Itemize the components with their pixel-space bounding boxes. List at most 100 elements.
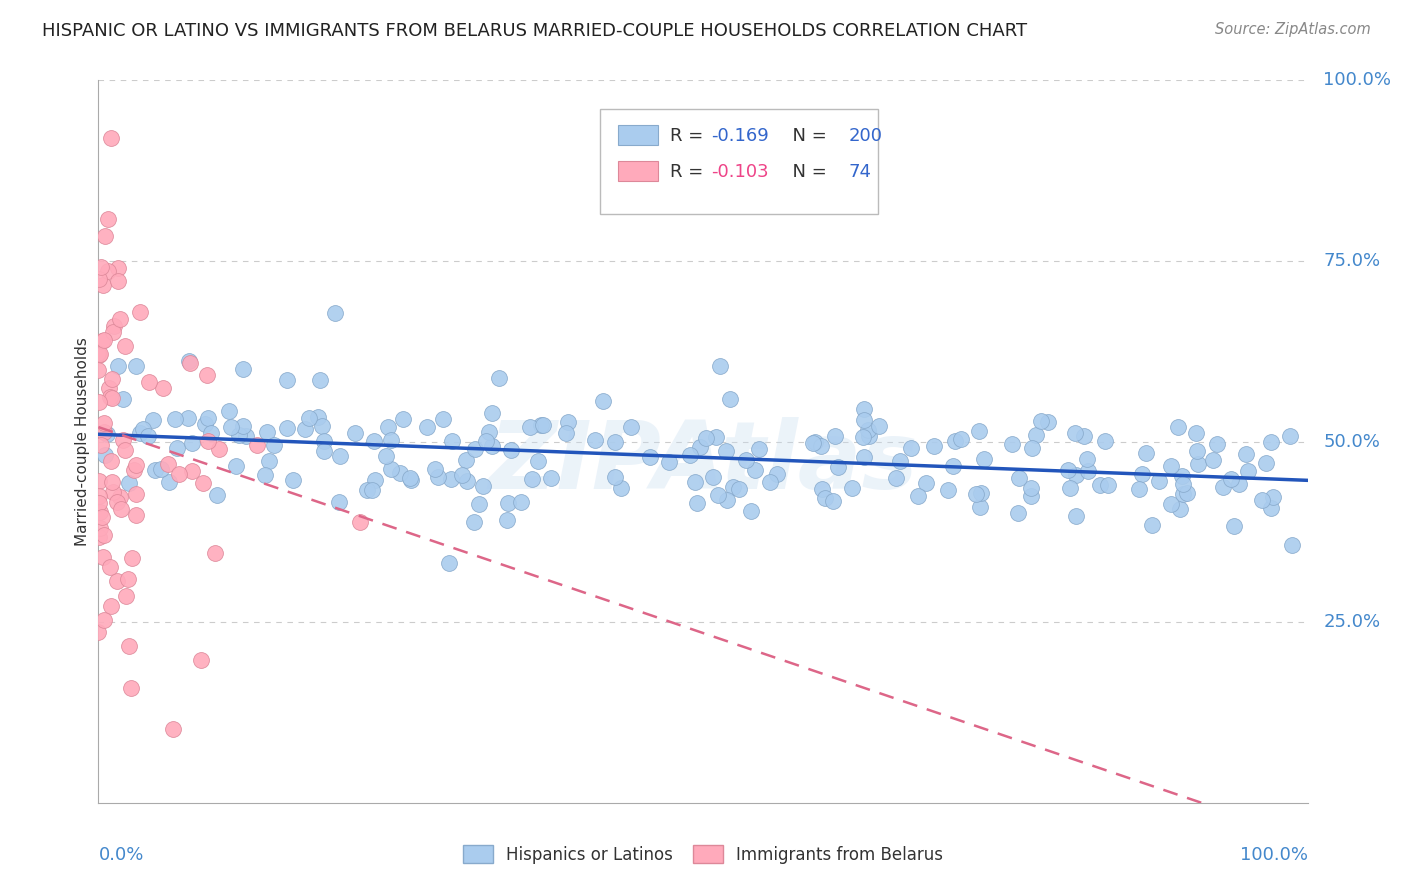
Point — [868, 418, 890, 433]
Point — [180, 464, 202, 478]
Point — [90, 438, 112, 452]
Point — [1173, 487, 1195, 501]
Point — [129, 426, 152, 441]
Point — [1036, 415, 1059, 429]
Point — [93, 416, 115, 430]
Point — [889, 454, 911, 468]
Point — [1090, 477, 1112, 491]
Point — [858, 429, 880, 443]
Point — [100, 454, 122, 468]
Point — [1160, 497, 1182, 511]
Point — [685, 475, 707, 489]
Point — [973, 452, 995, 467]
Point — [735, 453, 758, 467]
Point — [609, 481, 631, 495]
Point — [363, 434, 385, 448]
Point — [1063, 425, 1085, 440]
Point — [138, 376, 160, 390]
Point — [520, 472, 543, 486]
Point — [1187, 457, 1209, 471]
Point — [200, 426, 222, 441]
Text: N =: N = — [782, 127, 832, 145]
Point — [638, 450, 661, 465]
Point — [98, 390, 121, 404]
Point — [263, 438, 285, 452]
Point — [197, 411, 219, 425]
Point — [853, 413, 876, 427]
Point — [478, 425, 501, 439]
Point — [122, 463, 145, 477]
Point — [177, 354, 200, 368]
Point — [519, 420, 541, 434]
Point — [312, 443, 335, 458]
Text: 75.0%: 75.0% — [1323, 252, 1381, 270]
Point — [1212, 480, 1234, 494]
Point — [228, 428, 250, 442]
Point — [246, 438, 269, 452]
Point — [969, 485, 991, 500]
Point — [530, 418, 553, 433]
Point — [853, 401, 876, 416]
Point — [1059, 481, 1081, 495]
Point — [1260, 435, 1282, 450]
Point — [253, 468, 276, 483]
Point — [157, 475, 180, 489]
Point — [232, 418, 254, 433]
Point — [1254, 456, 1277, 470]
Point — [311, 419, 333, 434]
Point — [97, 382, 120, 396]
Point — [195, 368, 218, 382]
Point — [1281, 539, 1303, 553]
Point — [1251, 493, 1274, 508]
Point — [167, 467, 190, 481]
Point — [1019, 489, 1042, 503]
Point — [464, 442, 486, 457]
Point — [204, 546, 226, 560]
Point — [943, 434, 966, 449]
Point — [432, 412, 454, 426]
Point — [107, 574, 129, 588]
Point — [827, 460, 849, 475]
Point — [720, 392, 742, 407]
FancyBboxPatch shape — [619, 125, 658, 145]
Point — [922, 439, 945, 453]
Point — [1021, 441, 1043, 455]
Point — [364, 473, 387, 487]
Point — [114, 443, 136, 458]
Point — [814, 491, 837, 505]
Point — [1227, 477, 1250, 491]
Point — [101, 325, 124, 339]
Point — [1019, 481, 1042, 495]
Point — [689, 440, 711, 454]
Text: ZIPAtlas: ZIPAtlas — [488, 417, 918, 509]
Text: N =: N = — [782, 163, 832, 181]
Point — [1025, 428, 1047, 442]
Point — [108, 490, 131, 504]
Point — [969, 500, 991, 514]
Point — [108, 311, 131, 326]
Text: 100.0%: 100.0% — [1323, 71, 1392, 89]
Legend: Hispanics or Latinos, Immigrants from Belarus: Hispanics or Latinos, Immigrants from Be… — [456, 838, 950, 871]
Point — [97, 263, 120, 277]
Point — [89, 520, 111, 534]
Point — [361, 483, 384, 497]
Point — [801, 436, 824, 450]
Point — [87, 624, 110, 639]
Point — [91, 278, 114, 293]
Point — [531, 418, 554, 433]
Point — [89, 496, 111, 510]
Point — [740, 504, 762, 518]
Point — [256, 425, 278, 439]
Point — [1064, 509, 1087, 524]
Point — [156, 457, 179, 471]
Point — [1073, 428, 1095, 442]
Point — [456, 474, 478, 488]
Point — [208, 442, 231, 457]
Point — [107, 359, 129, 373]
Point — [702, 469, 724, 483]
Point — [142, 413, 165, 427]
Point — [481, 439, 503, 453]
Point — [907, 489, 929, 503]
Point — [191, 476, 214, 491]
Point — [1001, 437, 1024, 451]
